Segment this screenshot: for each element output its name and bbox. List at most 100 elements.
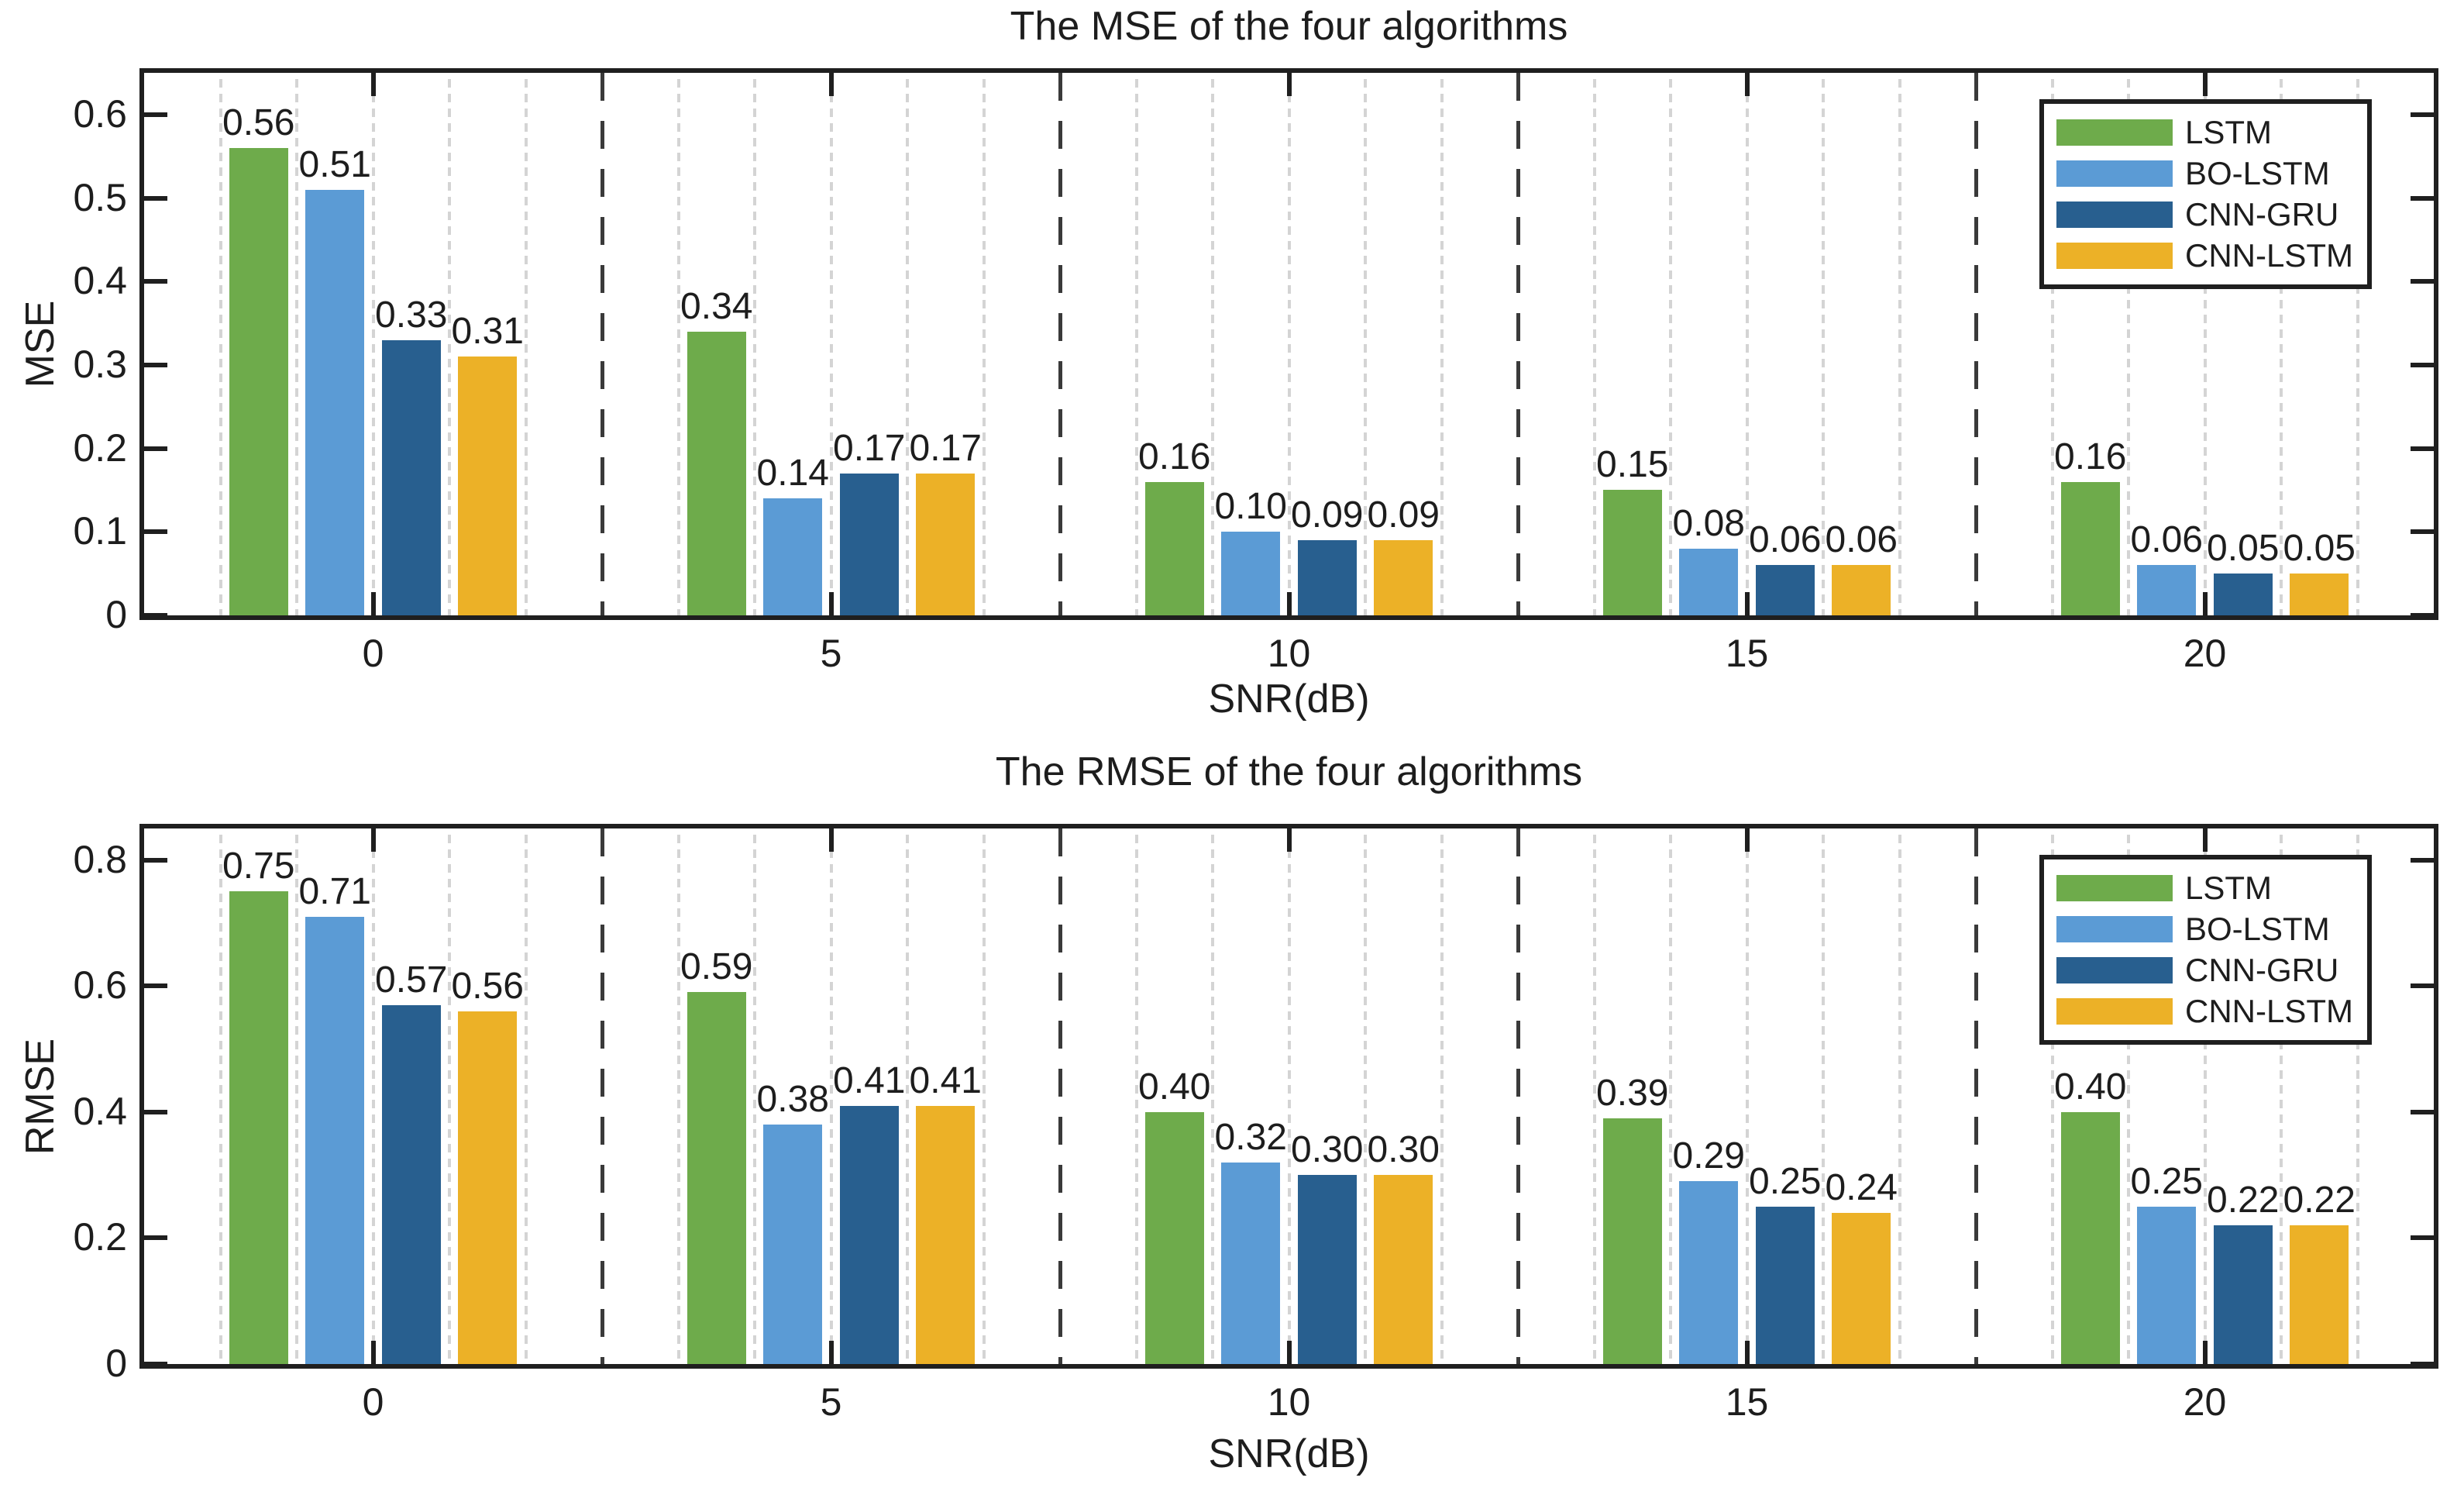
grid-dotted-line <box>1898 828 1901 1364</box>
bar-value-label: 0.51 <box>298 143 371 185</box>
grid-dotted-line <box>1745 73 1749 615</box>
legend-swatch-cnn-lstm <box>2056 998 2173 1025</box>
grid-dotted-line <box>448 828 451 1364</box>
grid-dotted-line <box>1287 73 1291 615</box>
bar-value-label: 0.25 <box>2130 1160 2203 1202</box>
bar-bo-lstm <box>1679 1181 1739 1364</box>
y-tick-right <box>2411 529 2434 535</box>
bar-value-label: 0.56 <box>451 965 524 1007</box>
grid-dotted-line <box>906 73 909 615</box>
bar-lstm <box>1144 481 1204 615</box>
bar-cnn-lstm <box>458 1011 518 1364</box>
legend-label: CNN-LSTM <box>2185 993 2353 1029</box>
x-tick-bottom <box>370 592 376 615</box>
bar-lstm <box>229 147 288 615</box>
group-separator-line <box>1516 73 1520 615</box>
bar-bo-lstm <box>763 498 823 615</box>
grid-dotted-line <box>1134 828 1138 1364</box>
bar-value-label: 0.59 <box>680 946 753 988</box>
x-tick-bottom <box>1744 592 1750 615</box>
grid-dotted-line <box>448 73 451 615</box>
grid-dotted-line <box>829 73 833 615</box>
x-tick-label: 15 <box>1725 1380 1769 1424</box>
bar-value-label: 0.22 <box>2283 1180 2356 1221</box>
x-tick-top <box>828 73 834 96</box>
x-tick-top <box>1286 73 1292 96</box>
bar-value-label: 0.30 <box>1367 1129 1440 1171</box>
grid-dotted-line <box>1592 828 1596 1364</box>
legend-label: BO-LSTM <box>2185 155 2330 191</box>
x-tick-top <box>1286 828 1292 852</box>
group-separator-line <box>600 73 604 615</box>
y-tick-left <box>144 112 167 117</box>
y-tick-right <box>2411 112 2434 117</box>
grid-dotted-line <box>219 73 222 615</box>
y-tick-left <box>144 1235 167 1241</box>
bar-value-label: 0.06 <box>1749 519 1822 561</box>
bar-lstm <box>229 891 288 1364</box>
mse-plot-area: 0.56 0.34 0.16 0.15 0.16 0.51 0.14 0.10 0.08 0.06… <box>139 68 2438 620</box>
mse-x-axis-label: SNR(dB) <box>1208 677 1370 722</box>
bar-lstm <box>1602 1118 1662 1364</box>
legend-item: BO-LSTM <box>2056 157 2353 190</box>
x-tick-label: 10 <box>1267 632 1311 675</box>
y-tick-left <box>144 1362 167 1366</box>
grid-dotted-line <box>2127 828 2130 1364</box>
y-tick-left <box>144 613 167 618</box>
grid-dotted-line <box>676 828 680 1364</box>
y-tick-left <box>144 446 167 451</box>
bar-cnn-lstm <box>2290 1225 2349 1364</box>
bar-cnn-lstm <box>1832 565 1891 615</box>
group-separator-line <box>1516 828 1520 1364</box>
grid-dotted-line <box>1898 73 1901 615</box>
legend-swatch-lstm <box>2056 875 2173 901</box>
rmse-chart-title: The RMSE of the four algorithms <box>995 749 1583 794</box>
x-tick-label: 0 <box>362 632 384 675</box>
bar-value-label: 0.30 <box>1291 1129 1364 1171</box>
grid-dotted-line <box>753 73 756 615</box>
rmse-plot-area: 0.75 0.59 0.40 0.39 0.40 0.71 0.38 0.32 0.29 0.25… <box>139 824 2438 1369</box>
y-tick-right <box>2411 195 2434 201</box>
group-separator-line <box>1058 828 1062 1364</box>
legend-item: LSTM <box>2056 116 2353 149</box>
bar-cnn-lstm <box>2290 574 2349 615</box>
y-tick-right <box>2411 983 2434 989</box>
x-tick-top <box>2202 828 2208 852</box>
bar-lstm <box>2060 481 2120 615</box>
y-tick-right <box>2411 613 2434 618</box>
y-tick-right <box>2411 446 2434 451</box>
bar-bo-lstm <box>305 189 365 615</box>
bar-value-label: 0.71 <box>298 870 371 912</box>
bar-value-label: 0.16 <box>1138 436 1211 477</box>
x-tick-label: 20 <box>2183 632 2227 675</box>
bar-value-label: 0.39 <box>1596 1072 1669 1114</box>
grid-dotted-line <box>1134 73 1138 615</box>
bar-value-label: 0.31 <box>451 311 524 353</box>
y-tick-label: 0.5 <box>73 175 127 219</box>
bar-cnn-lstm <box>1374 1175 1433 1364</box>
legend-label: CNN-LSTM <box>2185 237 2353 274</box>
bar-cnn-gru <box>1755 1206 1815 1364</box>
bar-bo-lstm <box>305 916 365 1364</box>
legend-swatch-cnn-gru <box>2056 202 2173 228</box>
x-tick-bottom <box>828 592 834 615</box>
legend-item: CNN-GRU <box>2056 954 2353 987</box>
bar-value-label: 0.10 <box>1214 486 1287 528</box>
legend-label: BO-LSTM <box>2185 911 2330 947</box>
y-tick-label: 0.8 <box>73 837 127 881</box>
grid-dotted-line <box>2356 828 2359 1364</box>
y-tick-label: 0 <box>105 1342 127 1385</box>
grid-dotted-line <box>2356 73 2359 615</box>
bar-cnn-gru <box>1297 1175 1357 1364</box>
y-tick-right <box>2411 1109 2434 1114</box>
y-tick-label: 0.4 <box>73 259 127 303</box>
bar-value-label: 0.05 <box>2283 528 2356 570</box>
bar-value-label: 0.14 <box>756 453 829 494</box>
bar-bo-lstm <box>1221 1162 1281 1364</box>
grid-dotted-line <box>2127 73 2130 615</box>
x-tick-bottom <box>1744 1341 1750 1364</box>
y-tick-label: 0.3 <box>73 342 127 386</box>
grid-dotted-line <box>2280 828 2283 1364</box>
y-tick-right <box>2411 279 2434 284</box>
